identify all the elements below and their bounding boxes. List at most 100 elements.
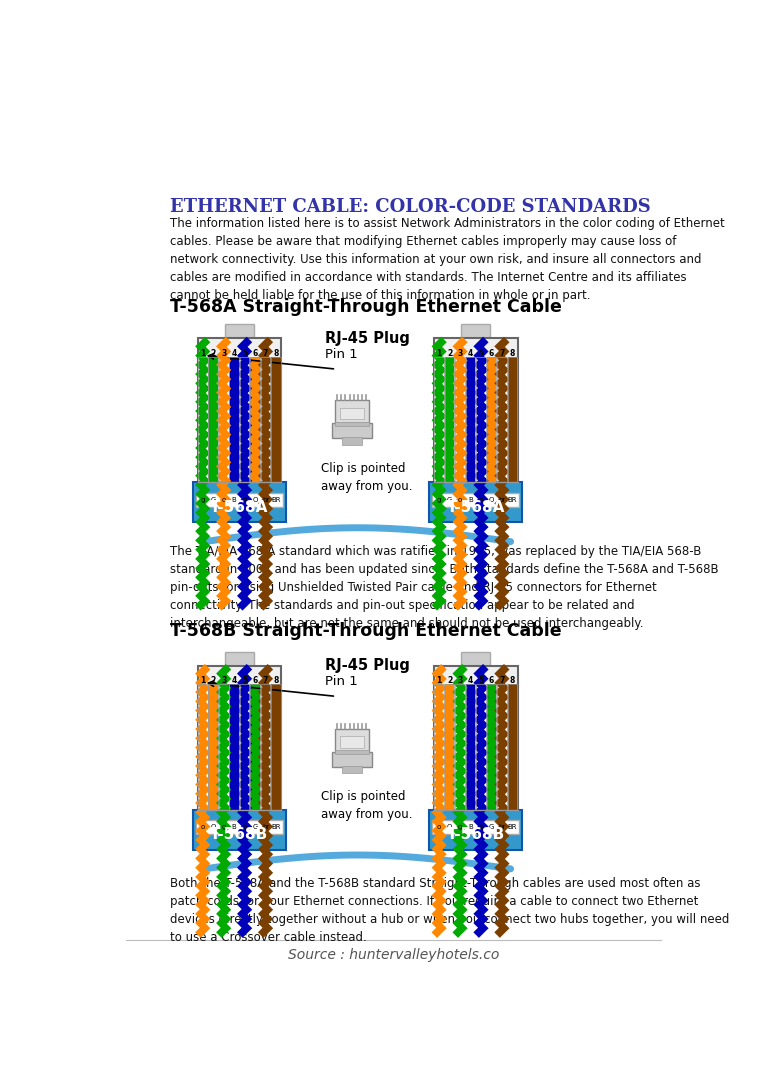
- Bar: [487, 684, 496, 810]
- Text: ETHERNET CABLE: COLOR-CODE STANDARDS: ETHERNET CABLE: COLOR-CODE STANDARDS: [170, 198, 650, 216]
- Text: 2: 2: [447, 349, 452, 358]
- Text: G: G: [488, 824, 494, 830]
- Bar: [445, 357, 455, 483]
- Bar: [208, 357, 218, 483]
- Text: 8: 8: [510, 349, 515, 358]
- Text: Pin 1: Pin 1: [325, 675, 357, 688]
- Text: 8: 8: [273, 349, 279, 358]
- Bar: [461, 325, 491, 338]
- Bar: [434, 357, 444, 483]
- Text: 1: 1: [436, 349, 442, 358]
- Bar: [508, 684, 517, 810]
- Bar: [198, 684, 207, 810]
- Bar: [240, 357, 250, 483]
- Text: br: br: [262, 824, 269, 830]
- Text: B: B: [232, 497, 237, 503]
- Bar: [476, 357, 486, 483]
- Bar: [339, 408, 364, 418]
- Text: 7: 7: [263, 349, 268, 358]
- Text: BR: BR: [508, 497, 517, 503]
- Bar: [497, 357, 507, 483]
- Text: T-568B: T-568B: [447, 827, 505, 842]
- Text: 5: 5: [478, 349, 484, 358]
- Bar: [230, 684, 239, 810]
- Bar: [225, 652, 254, 665]
- Text: Source : huntervalleyhotels.co: Source : huntervalleyhotels.co: [288, 948, 499, 962]
- Text: B: B: [232, 824, 237, 830]
- Text: Both the T-568A and the T-568B standard Straight-Through cables are used most of: Both the T-568A and the T-568B standard …: [170, 876, 729, 944]
- Text: b: b: [478, 497, 483, 503]
- Bar: [434, 357, 444, 483]
- Bar: [208, 684, 218, 810]
- Bar: [271, 684, 281, 810]
- Text: 8: 8: [510, 676, 515, 686]
- Bar: [497, 357, 507, 483]
- Text: T-568A: T-568A: [446, 500, 505, 514]
- Bar: [260, 357, 270, 483]
- Bar: [332, 752, 372, 767]
- Text: RJ-45 Plug: RJ-45 Plug: [325, 658, 409, 673]
- Bar: [198, 357, 207, 483]
- Bar: [508, 684, 517, 810]
- Text: BR: BR: [508, 824, 517, 830]
- Bar: [250, 684, 260, 810]
- Bar: [455, 357, 465, 483]
- Bar: [476, 684, 486, 810]
- Text: 8: 8: [273, 676, 279, 686]
- Bar: [197, 665, 281, 810]
- Bar: [434, 338, 518, 483]
- Text: b: b: [243, 497, 247, 503]
- Text: Pin 1: Pin 1: [325, 348, 357, 361]
- Bar: [339, 737, 364, 748]
- Text: G: G: [447, 497, 452, 503]
- Bar: [193, 810, 286, 850]
- Text: BR: BR: [271, 824, 281, 830]
- Bar: [230, 684, 239, 810]
- Bar: [198, 684, 207, 810]
- Bar: [465, 357, 475, 483]
- Text: 2: 2: [210, 349, 216, 358]
- Bar: [193, 483, 286, 523]
- Bar: [335, 422, 369, 426]
- Text: 4: 4: [231, 349, 237, 358]
- Text: 3: 3: [221, 676, 227, 686]
- Bar: [508, 357, 517, 483]
- Text: 6: 6: [488, 676, 494, 686]
- Bar: [250, 357, 260, 483]
- Text: g: g: [221, 824, 226, 830]
- Bar: [271, 357, 281, 483]
- Bar: [271, 684, 281, 810]
- Text: 6: 6: [488, 349, 494, 358]
- Text: O: O: [210, 824, 216, 830]
- Text: 7: 7: [263, 676, 268, 686]
- Text: 7: 7: [499, 349, 505, 358]
- Bar: [332, 423, 372, 438]
- Bar: [429, 483, 522, 523]
- Text: g: g: [437, 497, 442, 503]
- Text: Clip is pointed
away from you.: Clip is pointed away from you.: [321, 462, 412, 492]
- Bar: [476, 357, 486, 483]
- Text: 5: 5: [478, 676, 484, 686]
- Bar: [432, 493, 519, 507]
- Text: T-568B: T-568B: [210, 827, 269, 842]
- Bar: [219, 684, 229, 810]
- Text: 4: 4: [468, 349, 473, 358]
- Text: The TIA/EIA 568-A standard which was ratified in 1995, was replaced by the TIA/E: The TIA/EIA 568-A standard which was rat…: [170, 546, 718, 630]
- Text: B: B: [468, 824, 473, 830]
- Bar: [497, 684, 507, 810]
- Text: T-568B Straight-Through Ethernet Cable: T-568B Straight-Through Ethernet Cable: [170, 623, 561, 640]
- Bar: [335, 750, 369, 754]
- Text: br: br: [498, 824, 505, 830]
- Bar: [445, 684, 455, 810]
- Text: 1: 1: [200, 349, 205, 358]
- Bar: [260, 684, 270, 810]
- Bar: [208, 357, 218, 483]
- Bar: [230, 357, 239, 483]
- Bar: [250, 684, 260, 810]
- Bar: [240, 684, 250, 810]
- Bar: [219, 357, 229, 483]
- Bar: [225, 325, 254, 338]
- Text: G: G: [210, 497, 216, 503]
- Text: 1: 1: [200, 676, 205, 686]
- Bar: [196, 493, 283, 507]
